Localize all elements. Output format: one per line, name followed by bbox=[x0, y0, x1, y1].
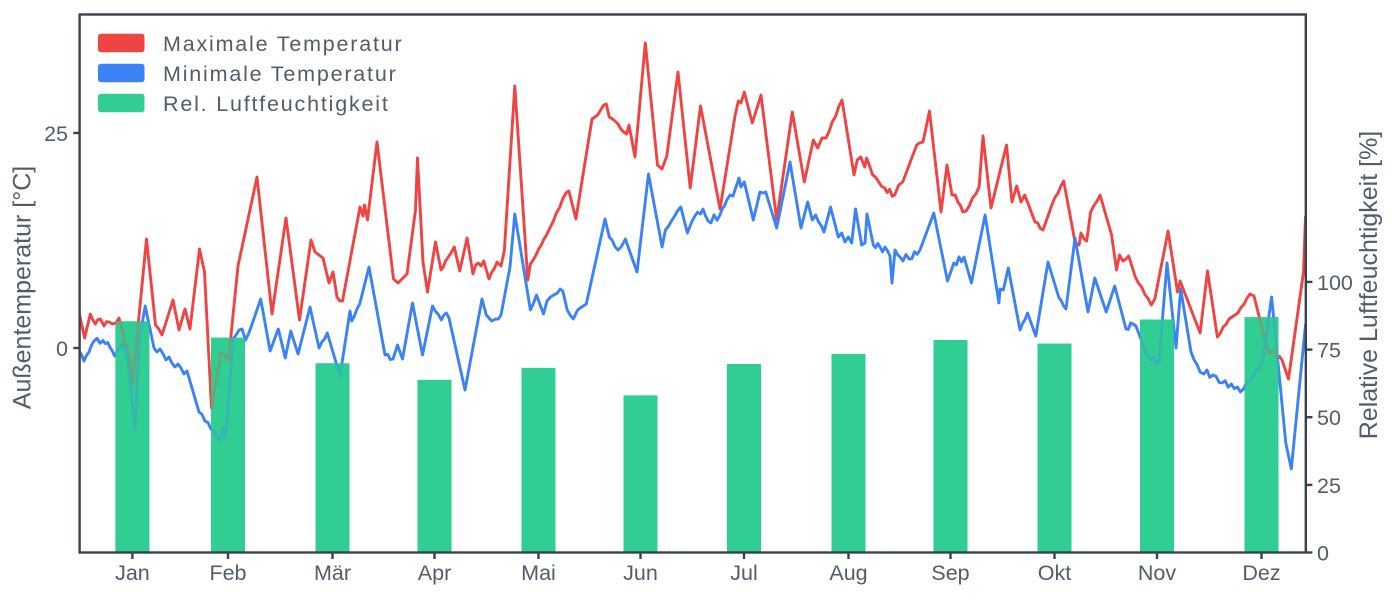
svg-text:Sep: Sep bbox=[931, 561, 969, 585]
svg-text:25: 25 bbox=[44, 122, 68, 146]
svg-text:Okt: Okt bbox=[1038, 561, 1071, 585]
svg-text:Jun: Jun bbox=[623, 561, 658, 585]
svg-text:Relative Luftfeuchtigkeit [%]: Relative Luftfeuchtigkeit [%] bbox=[1355, 131, 1383, 440]
svg-text:Aug: Aug bbox=[829, 561, 867, 585]
svg-text:50: 50 bbox=[1317, 406, 1341, 430]
svg-text:Mai: Mai bbox=[521, 561, 556, 585]
svg-text:Minimale Temperatur: Minimale Temperatur bbox=[163, 62, 398, 86]
svg-text:Jul: Jul bbox=[730, 561, 757, 585]
svg-text:Nov: Nov bbox=[1138, 561, 1176, 585]
svg-text:Mär: Mär bbox=[314, 561, 351, 585]
svg-text:Maximale Temperatur: Maximale Temperatur bbox=[163, 32, 404, 56]
svg-text:0: 0 bbox=[56, 337, 68, 361]
svg-text:Außentemperatur [°C]: Außentemperatur [°C] bbox=[9, 166, 37, 409]
svg-text:25: 25 bbox=[1317, 474, 1341, 498]
svg-text:Feb: Feb bbox=[209, 561, 246, 585]
svg-text:Apr: Apr bbox=[418, 561, 451, 585]
svg-text:100: 100 bbox=[1317, 271, 1353, 295]
svg-text:Rel. Luftfeuchtigkeit: Rel. Luftfeuchtigkeit bbox=[163, 92, 390, 116]
svg-text:Dez: Dez bbox=[1242, 561, 1280, 585]
svg-text:Jan: Jan bbox=[115, 561, 150, 585]
svg-text:0: 0 bbox=[1317, 542, 1329, 566]
svg-text:75: 75 bbox=[1317, 339, 1341, 363]
